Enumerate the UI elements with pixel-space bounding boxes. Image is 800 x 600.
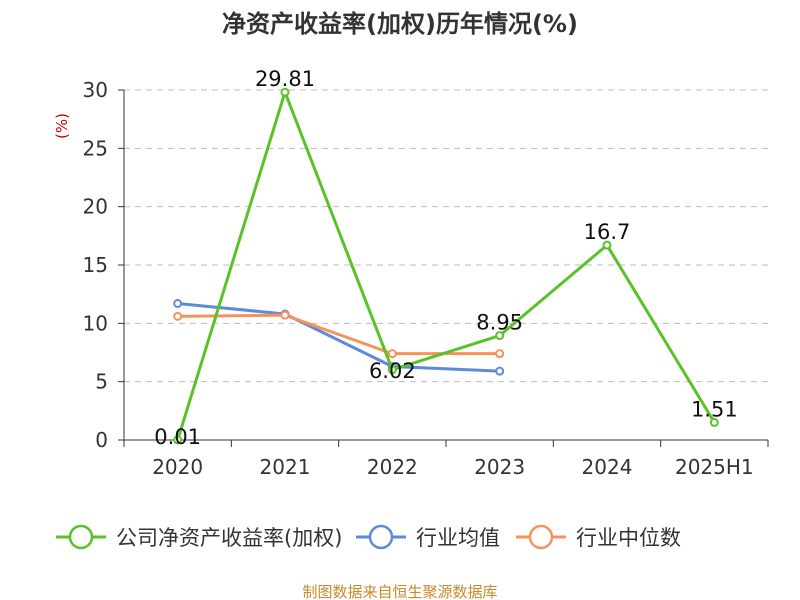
x-tick-label-2021: 2021 bbox=[260, 455, 311, 479]
data-label-2024: 16.7 bbox=[584, 220, 631, 244]
series-0-point-2020 bbox=[173, 435, 183, 445]
series-line-2 bbox=[177, 313, 500, 356]
chart-title: 净资产收益率(加权)历年情况(%) bbox=[222, 10, 578, 38]
series-lines bbox=[173, 87, 719, 445]
data-label-2020: 0.01 bbox=[154, 425, 201, 449]
legend: 公司净资产收益率(加权) 行业均值 行业中位数 bbox=[56, 524, 681, 550]
x-tick-label-2022: 2022 bbox=[367, 455, 418, 479]
legend-swatch-marker-0 bbox=[68, 524, 94, 550]
y-tick-label-10: 10 bbox=[83, 311, 108, 335]
series-1-point-2023 bbox=[495, 366, 505, 376]
series-2-point-2020 bbox=[173, 311, 183, 321]
x-tick-label-2023: 2023 bbox=[474, 455, 525, 479]
series-0-point-2023 bbox=[495, 331, 505, 341]
legend-item-1: 行业均值 bbox=[356, 524, 500, 550]
y-tick-label-25: 25 bbox=[83, 136, 108, 160]
y-axis-unit-label: (%) bbox=[53, 113, 71, 139]
series-2-point-2023 bbox=[495, 349, 505, 359]
y-tick-label-30: 30 bbox=[83, 78, 108, 102]
legend-label-2: 行业中位数 bbox=[576, 526, 681, 550]
x-tick-label-2020: 2020 bbox=[152, 455, 203, 479]
series-2-point-2021 bbox=[280, 310, 290, 320]
legend-item-0: 公司净资产收益率(加权) bbox=[56, 524, 342, 550]
series-0-point-2025H1 bbox=[709, 417, 719, 427]
data-label-2022: 6.02 bbox=[369, 359, 416, 383]
series-0-point-2021 bbox=[280, 87, 290, 97]
y-tick-label-0: 0 bbox=[95, 428, 108, 452]
series-2-point-2022 bbox=[387, 349, 397, 359]
data-label-2023: 8.95 bbox=[476, 311, 523, 335]
x-tick-label-2025H1: 2025H1 bbox=[675, 455, 754, 479]
series-line-0 bbox=[176, 90, 716, 441]
data-label-2021: 29.81 bbox=[255, 67, 315, 91]
x-tick-label-2024: 2024 bbox=[582, 455, 633, 479]
gridlines bbox=[124, 89, 768, 383]
data-source-note: 制图数据来自恒生聚源数据库 bbox=[302, 583, 497, 600]
legend-label-1: 行业均值 bbox=[416, 526, 500, 550]
series-0-point-2022 bbox=[387, 365, 397, 375]
legend-swatch-marker-2 bbox=[528, 524, 554, 550]
y-tick-label-20: 20 bbox=[83, 195, 108, 219]
data-labels: 0.01 29.81 6.02 8.95 16.7 1.51 bbox=[154, 67, 737, 449]
series-0-point-2024 bbox=[602, 240, 612, 250]
legend-item-2: 行业中位数 bbox=[516, 524, 681, 550]
axes: 0 5 10 15 20 25 30 2020 2021 2022 2023 2024 2025H1 bbox=[83, 78, 769, 479]
legend-label-0: 公司净资产收益率(加权) bbox=[116, 526, 342, 550]
y-tick-label-5: 5 bbox=[95, 370, 108, 394]
data-label-2025H1: 1.51 bbox=[691, 397, 738, 421]
legend-swatch-marker-1 bbox=[368, 524, 394, 550]
y-tick-label-15: 15 bbox=[83, 253, 108, 277]
series-1-point-2020 bbox=[173, 299, 183, 308]
series-line-1 bbox=[177, 302, 500, 373]
